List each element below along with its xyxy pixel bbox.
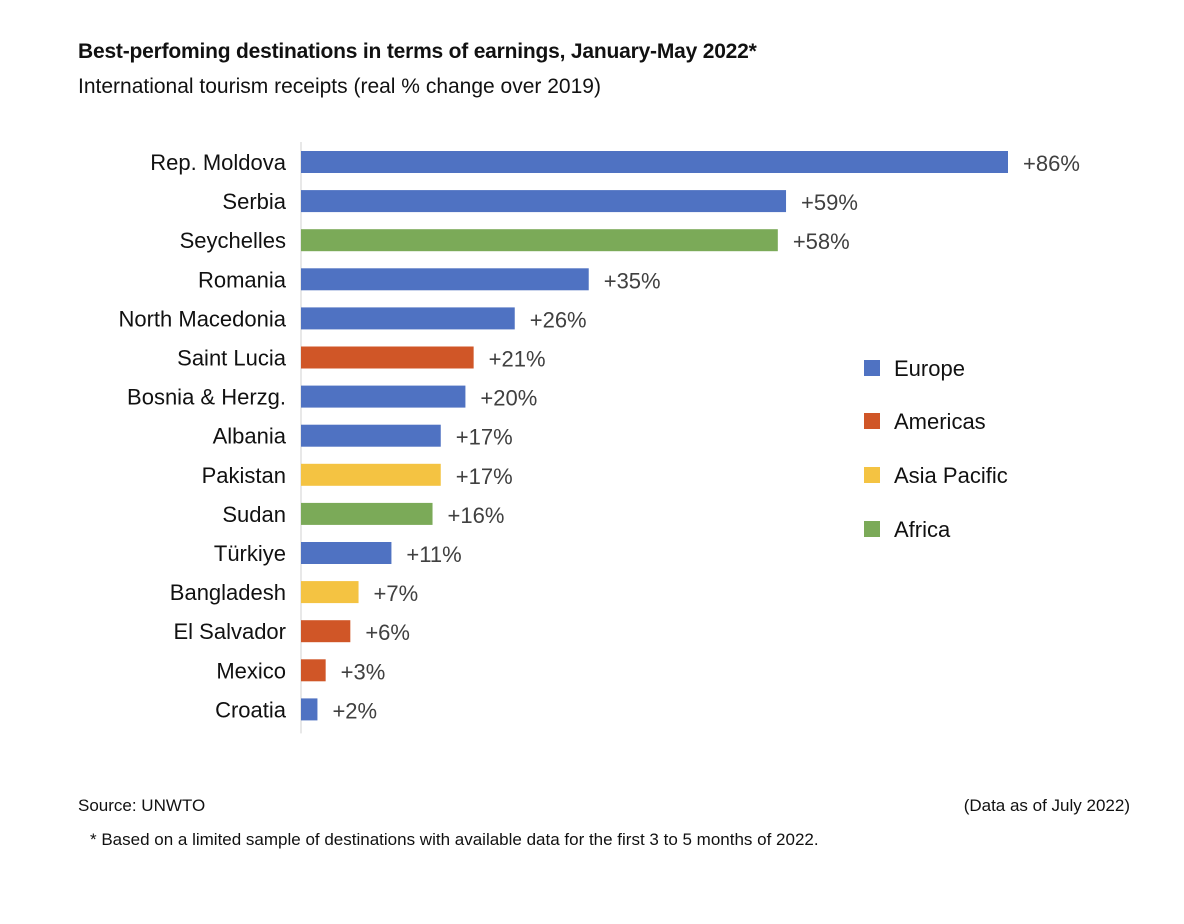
value-label-saint-lucia: +21% [489, 347, 546, 372]
bar-serbia [301, 190, 787, 213]
value-label-croatia: +2% [332, 698, 377, 723]
legend-swatch-asia-pacific [864, 467, 880, 483]
category-label-t-rkiye: Türkiye [214, 541, 286, 566]
bar-albania [301, 424, 441, 447]
legend-swatch-europe [864, 360, 880, 376]
legend-label-africa: Africa [894, 517, 951, 542]
footnote: * Based on a limited sample of destinati… [90, 830, 819, 849]
category-label-north-macedonia: North Macedonia [118, 306, 286, 331]
category-label-serbia: Serbia [222, 189, 286, 214]
bar-bosnia-herzg [301, 385, 466, 408]
legend-swatch-africa [864, 521, 880, 537]
category-label-saint-lucia: Saint Lucia [177, 346, 287, 371]
value-label-bosnia-herzg: +20% [480, 386, 537, 411]
category-label-pakistan: Pakistan [202, 463, 286, 488]
bar-croatia [301, 698, 318, 721]
category-label-albania: Albania [213, 424, 287, 449]
value-label-north-macedonia: +26% [530, 307, 587, 332]
bar-seychelles [301, 229, 778, 252]
legend-label-europe: Europe [894, 356, 965, 381]
value-label-serbia: +59% [801, 190, 858, 215]
category-label-romania: Romania [198, 267, 287, 292]
value-label-romania: +35% [604, 268, 661, 293]
category-label-bosnia-herzg: Bosnia & Herzg. [127, 385, 286, 410]
value-label-albania: +17% [456, 425, 513, 450]
bar-mexico [301, 659, 326, 682]
category-label-mexico: Mexico [216, 658, 286, 683]
value-label-mexico: +3% [341, 659, 386, 684]
chart-subtitle: International tourism receipts (real % c… [78, 75, 601, 98]
category-label-rep-moldova: Rep. Moldova [150, 150, 287, 175]
bar-saint-lucia [301, 346, 474, 369]
bar-north-macedonia [301, 307, 515, 330]
value-label-seychelles: +58% [793, 229, 850, 254]
data-date-note: (Data as of July 2022) [963, 796, 1130, 815]
legend-label-americas: Americas [894, 409, 986, 434]
category-label-sudan: Sudan [222, 502, 286, 527]
bar-bangladesh [301, 581, 359, 604]
value-label-t-rkiye: +11% [406, 542, 461, 567]
bar-el-salvador [301, 620, 351, 643]
bar-t-rkiye [301, 542, 392, 564]
value-label-bangladesh: +7% [374, 581, 419, 606]
value-label-el-salvador: +6% [365, 620, 410, 645]
bar-romania [301, 268, 589, 291]
legend-label-asia-pacific: Asia Pacific [894, 463, 1008, 488]
category-label-el-salvador: El Salvador [173, 619, 286, 644]
category-label-bangladesh: Bangladesh [170, 580, 286, 605]
value-label-sudan: +16% [448, 503, 505, 528]
category-label-seychelles: Seychelles [180, 228, 286, 253]
bar-pakistan [301, 463, 441, 486]
legend-swatch-americas [864, 413, 880, 429]
bar-sudan [301, 502, 433, 525]
value-label-rep-moldova: +86% [1023, 151, 1080, 176]
value-label-pakistan: +17% [456, 464, 513, 489]
category-label-croatia: Croatia [215, 697, 287, 722]
chart-title: Best-perfoming destinations in terms of … [78, 40, 757, 63]
bar-rep-moldova [301, 151, 1008, 173]
source-note: Source: UNWTO [78, 796, 206, 815]
